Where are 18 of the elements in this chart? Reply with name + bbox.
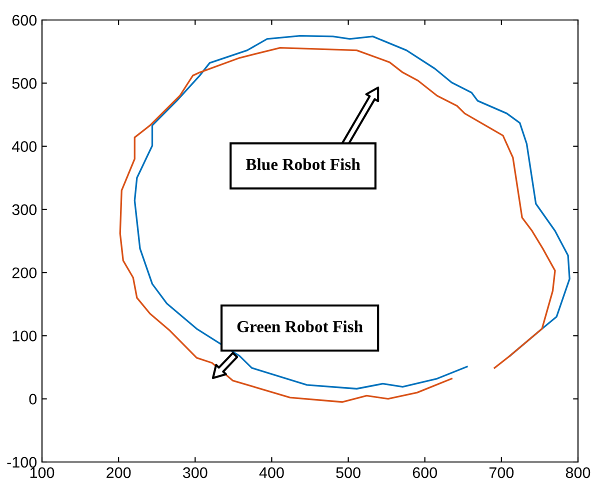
y-tick-label: 200 xyxy=(12,267,37,278)
annotation: Blue Robot Fish xyxy=(246,158,360,170)
x-tick-label: 400 xyxy=(259,467,284,478)
y-tick-label: 300 xyxy=(12,204,37,216)
y-tick-label: -100 xyxy=(7,456,37,468)
y-tick-label: 100 xyxy=(12,330,37,342)
x-tick-label: 200 xyxy=(106,467,131,478)
x-tick-label: 600 xyxy=(412,467,438,478)
annotation: Green Robot Fish xyxy=(237,320,363,332)
y-tick-label: 500 xyxy=(12,78,37,89)
x-tick-label: 800 xyxy=(566,467,590,478)
x-tick-label: 300 xyxy=(182,467,208,478)
y-tick-label: 600 xyxy=(12,14,37,26)
x-tick-label: 700 xyxy=(489,467,514,478)
y-tick-label: 0 xyxy=(29,394,37,405)
y-tick-label: 400 xyxy=(12,141,37,152)
x-tick-label: 500 xyxy=(336,467,360,478)
x-tick-label: 100 xyxy=(30,467,54,478)
